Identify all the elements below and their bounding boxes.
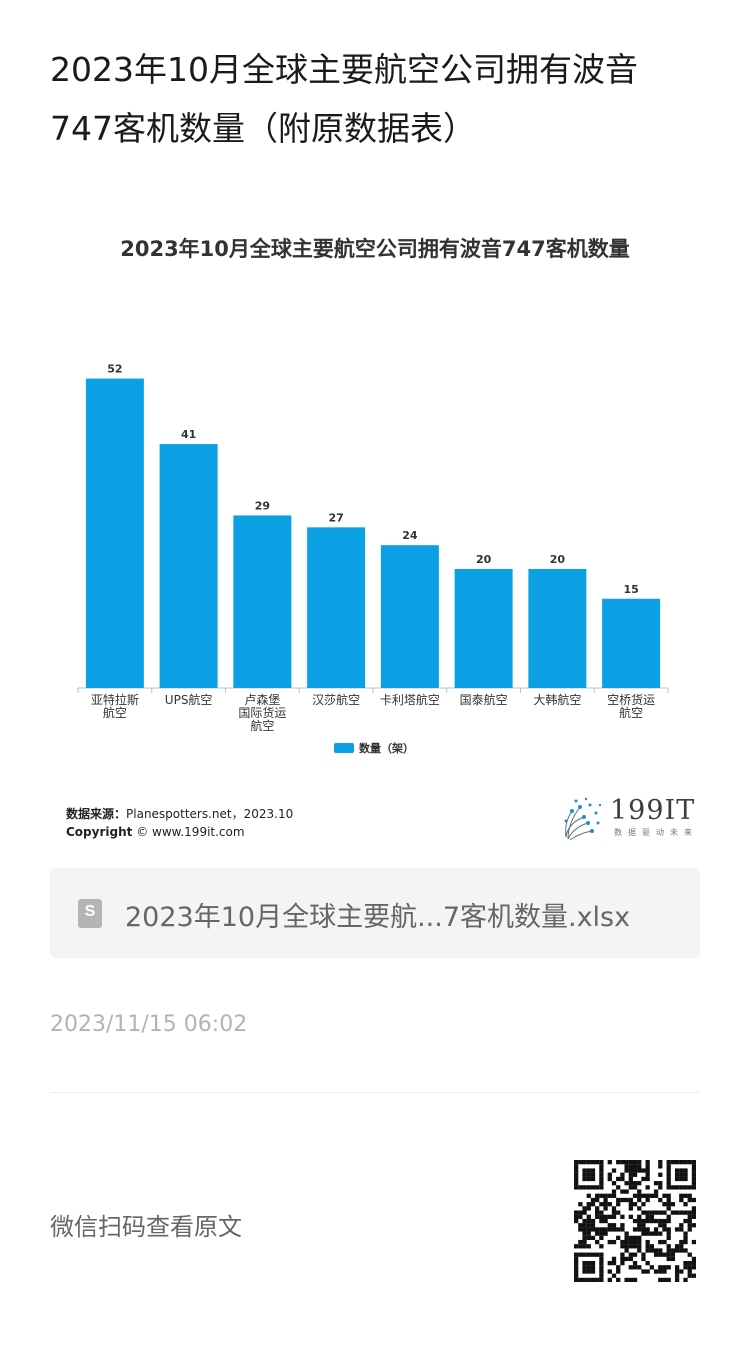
bar-value-label: 27 [328, 511, 343, 524]
attachment-file-name: 2023年10月全球主要航...7客机数量.xlsx [125, 902, 631, 933]
bar [380, 545, 439, 688]
bar-value-label: 20 [550, 553, 566, 566]
bar [233, 515, 292, 688]
legend-label: 数量（架） [359, 741, 414, 755]
qr-code-icon[interactable] [574, 1160, 696, 1282]
bar-value-label: 52 [107, 363, 122, 376]
copyright-label: Copyright [66, 825, 133, 839]
bar-value-label: 20 [476, 553, 492, 566]
chart-image: 2023年10月全球主要航空公司拥有波音747客机数量 52 亚特拉斯航空 41 UP… [50, 205, 700, 855]
copyright-value: © www.199it.com [136, 825, 245, 839]
bar [307, 527, 366, 688]
article-title: 2023年10月全球主要航空公司拥有波音747客机数量（附原数据表） [50, 50, 638, 148]
x-tick-label: UPS航空 [165, 692, 213, 707]
publish-timestamp: 2023/11/15 06:02 [50, 1012, 248, 1037]
attachment-file-card[interactable]: S 2023年10月全球主要航...7客机数量.xlsx [50, 868, 700, 958]
bar-value-label: 29 [255, 499, 270, 512]
source-label: 数据来源： [66, 807, 127, 821]
copyright: Copyright © www.199it.com [66, 825, 245, 839]
bar [85, 378, 144, 688]
data-source: 数据来源：Planespotters.net，2023.10 [66, 805, 293, 822]
brand-name: 199IT [610, 795, 696, 826]
bar [159, 444, 218, 688]
divider [50, 1092, 700, 1093]
bar [602, 598, 661, 688]
spreadsheet-file-icon: S [78, 899, 102, 928]
x-tick-label: 亚特拉斯航空 [91, 692, 139, 720]
bar [454, 569, 513, 688]
qr-hint-text: 微信扫码查看原文 [50, 1213, 242, 1241]
x-tick-label: 卡利塔航空 [380, 692, 440, 707]
bar-value-label: 41 [181, 428, 196, 441]
bar-value-label: 15 [623, 583, 638, 596]
x-tick-label: 汉莎航空 [312, 692, 360, 707]
brand-tagline: 数据驱动未来 [614, 828, 698, 837]
dandelion-logo-icon [564, 797, 602, 841]
x-tick-label: 国泰航空 [460, 692, 508, 707]
source-value: Planespotters.net，2023.10 [126, 807, 294, 821]
x-tick-label: 卢森堡国际货运航空 [238, 692, 286, 733]
x-tick-label: 空桥货运航空 [607, 692, 655, 720]
brand-logo: 199IT 数据驱动未来 [558, 793, 698, 843]
bar [528, 569, 587, 688]
chart-title: 2023年10月全球主要航空公司拥有波音747客机数量 [120, 237, 630, 261]
bar-value-label: 24 [402, 529, 418, 542]
x-tick-label: 大韩航空 [533, 692, 581, 707]
bar-chart: 52 亚特拉斯航空 41 UPS航空 29 卢森堡国际货运航空 27 汉莎航空 24 卡利塔航空 2… [77, 363, 669, 755]
legend-swatch [334, 743, 354, 753]
